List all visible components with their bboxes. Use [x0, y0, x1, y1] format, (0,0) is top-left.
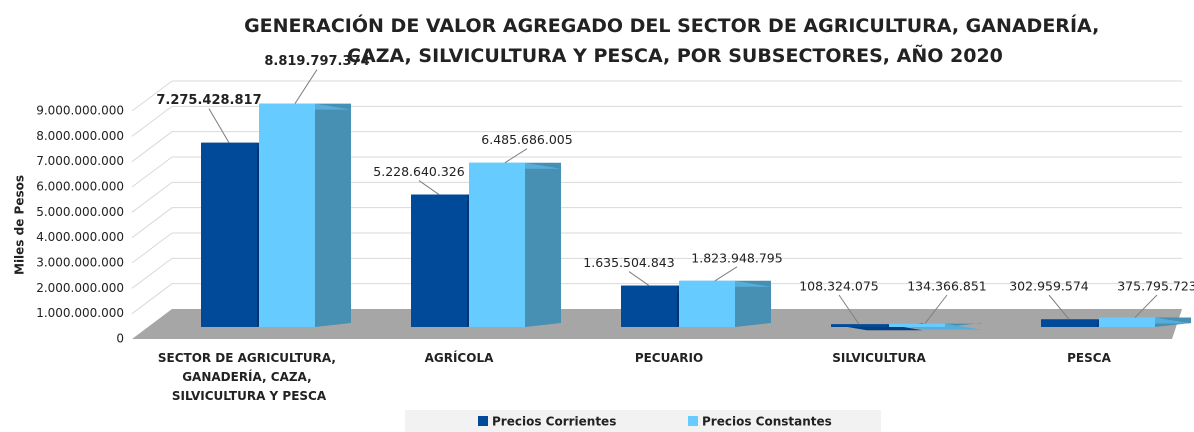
value-label: 134.366.851: [907, 279, 987, 294]
grid-line: [131, 207, 1182, 239]
grid-line: [131, 181, 1182, 213]
leader-line: [924, 294, 948, 324]
bar-front: [469, 162, 525, 327]
grid-line: [131, 156, 1182, 188]
value-label: 8.819.797.374: [264, 54, 369, 69]
bar-front: [889, 323, 945, 327]
bar-front: [1041, 319, 1097, 327]
bar-front: [411, 194, 467, 327]
value-label: 6.485.686.005: [481, 132, 572, 147]
legend-box: [405, 410, 881, 432]
leader-line: [294, 69, 318, 104]
legend-label: Precios Constantes: [702, 415, 832, 429]
bar-side: [525, 162, 561, 327]
bar-front: [201, 142, 257, 327]
grid-line: [131, 80, 1182, 112]
grid-line: [131, 283, 1182, 315]
x-tick-label: SECTOR DE AGRICULTURA, GANADERÍA, CAZA, …: [158, 351, 340, 403]
value-label: 302.959.574: [1009, 279, 1089, 294]
leader-line: [418, 180, 440, 195]
bar: [1099, 317, 1191, 327]
bar-side: [315, 103, 351, 328]
leader-line: [504, 148, 528, 164]
legend-swatch: [478, 416, 488, 426]
bar: [889, 323, 981, 330]
y-axis-label: Miles de Pesos: [13, 175, 27, 275]
x-tick-label: PESCA: [1067, 351, 1111, 365]
bar: [259, 103, 351, 328]
value-label: 1.823.948.795: [691, 250, 782, 265]
leader-line: [1134, 294, 1158, 318]
y-tick-label: 0: [116, 332, 124, 346]
grid-line: [131, 131, 1182, 163]
bar: [679, 280, 771, 327]
leader-line: [208, 108, 230, 143]
grid-line: [131, 232, 1182, 264]
grid-line: [131, 257, 1182, 289]
leader-line: [1048, 294, 1070, 320]
y-tick-label: 1.000.000.000: [36, 306, 124, 320]
y-tick-label: 9.000.000.000: [36, 104, 124, 118]
bar-front: [679, 280, 735, 327]
bar: [469, 162, 561, 327]
y-tick-label: 2.000.000.000: [36, 281, 124, 295]
bar-front: [621, 285, 677, 327]
value-label: 1.635.504.843: [583, 255, 674, 270]
x-tick-label: PECUARIO: [635, 351, 703, 365]
value-label: 375.795.723: [1117, 279, 1194, 294]
x-tick-label: SILVICULTURA: [832, 351, 926, 365]
bar-side: [735, 280, 771, 327]
leader-line: [838, 294, 860, 325]
y-tick-label: 6.000.000.000: [36, 180, 124, 194]
bar-front: [259, 103, 315, 328]
y-tick-label: 4.000.000.000: [36, 230, 124, 244]
chart-title: GENERACIÓN DE VALOR AGREGADO DEL SECTOR …: [244, 13, 1106, 67]
y-tick-label: 8.000.000.000: [36, 129, 124, 143]
y-tick-label: 5.000.000.000: [36, 205, 124, 219]
leader-line: [628, 271, 650, 286]
legend-label: Precios Corrientes: [492, 415, 616, 429]
legend-swatch: [688, 416, 698, 426]
y-tick-label: 7.000.000.000: [36, 154, 124, 168]
value-label: 108.324.075: [799, 279, 879, 294]
bar-front: [831, 324, 887, 327]
bar-front: [1099, 317, 1155, 327]
value-label: 7.275.428.817: [156, 93, 261, 108]
leader-line: [714, 266, 738, 282]
grid-line: [131, 105, 1182, 137]
x-tick-label: AGRÍCOLA: [425, 350, 494, 365]
value-label: 5.228.640.326: [373, 164, 464, 179]
y-tick-label: 3.000.000.000: [36, 256, 124, 270]
